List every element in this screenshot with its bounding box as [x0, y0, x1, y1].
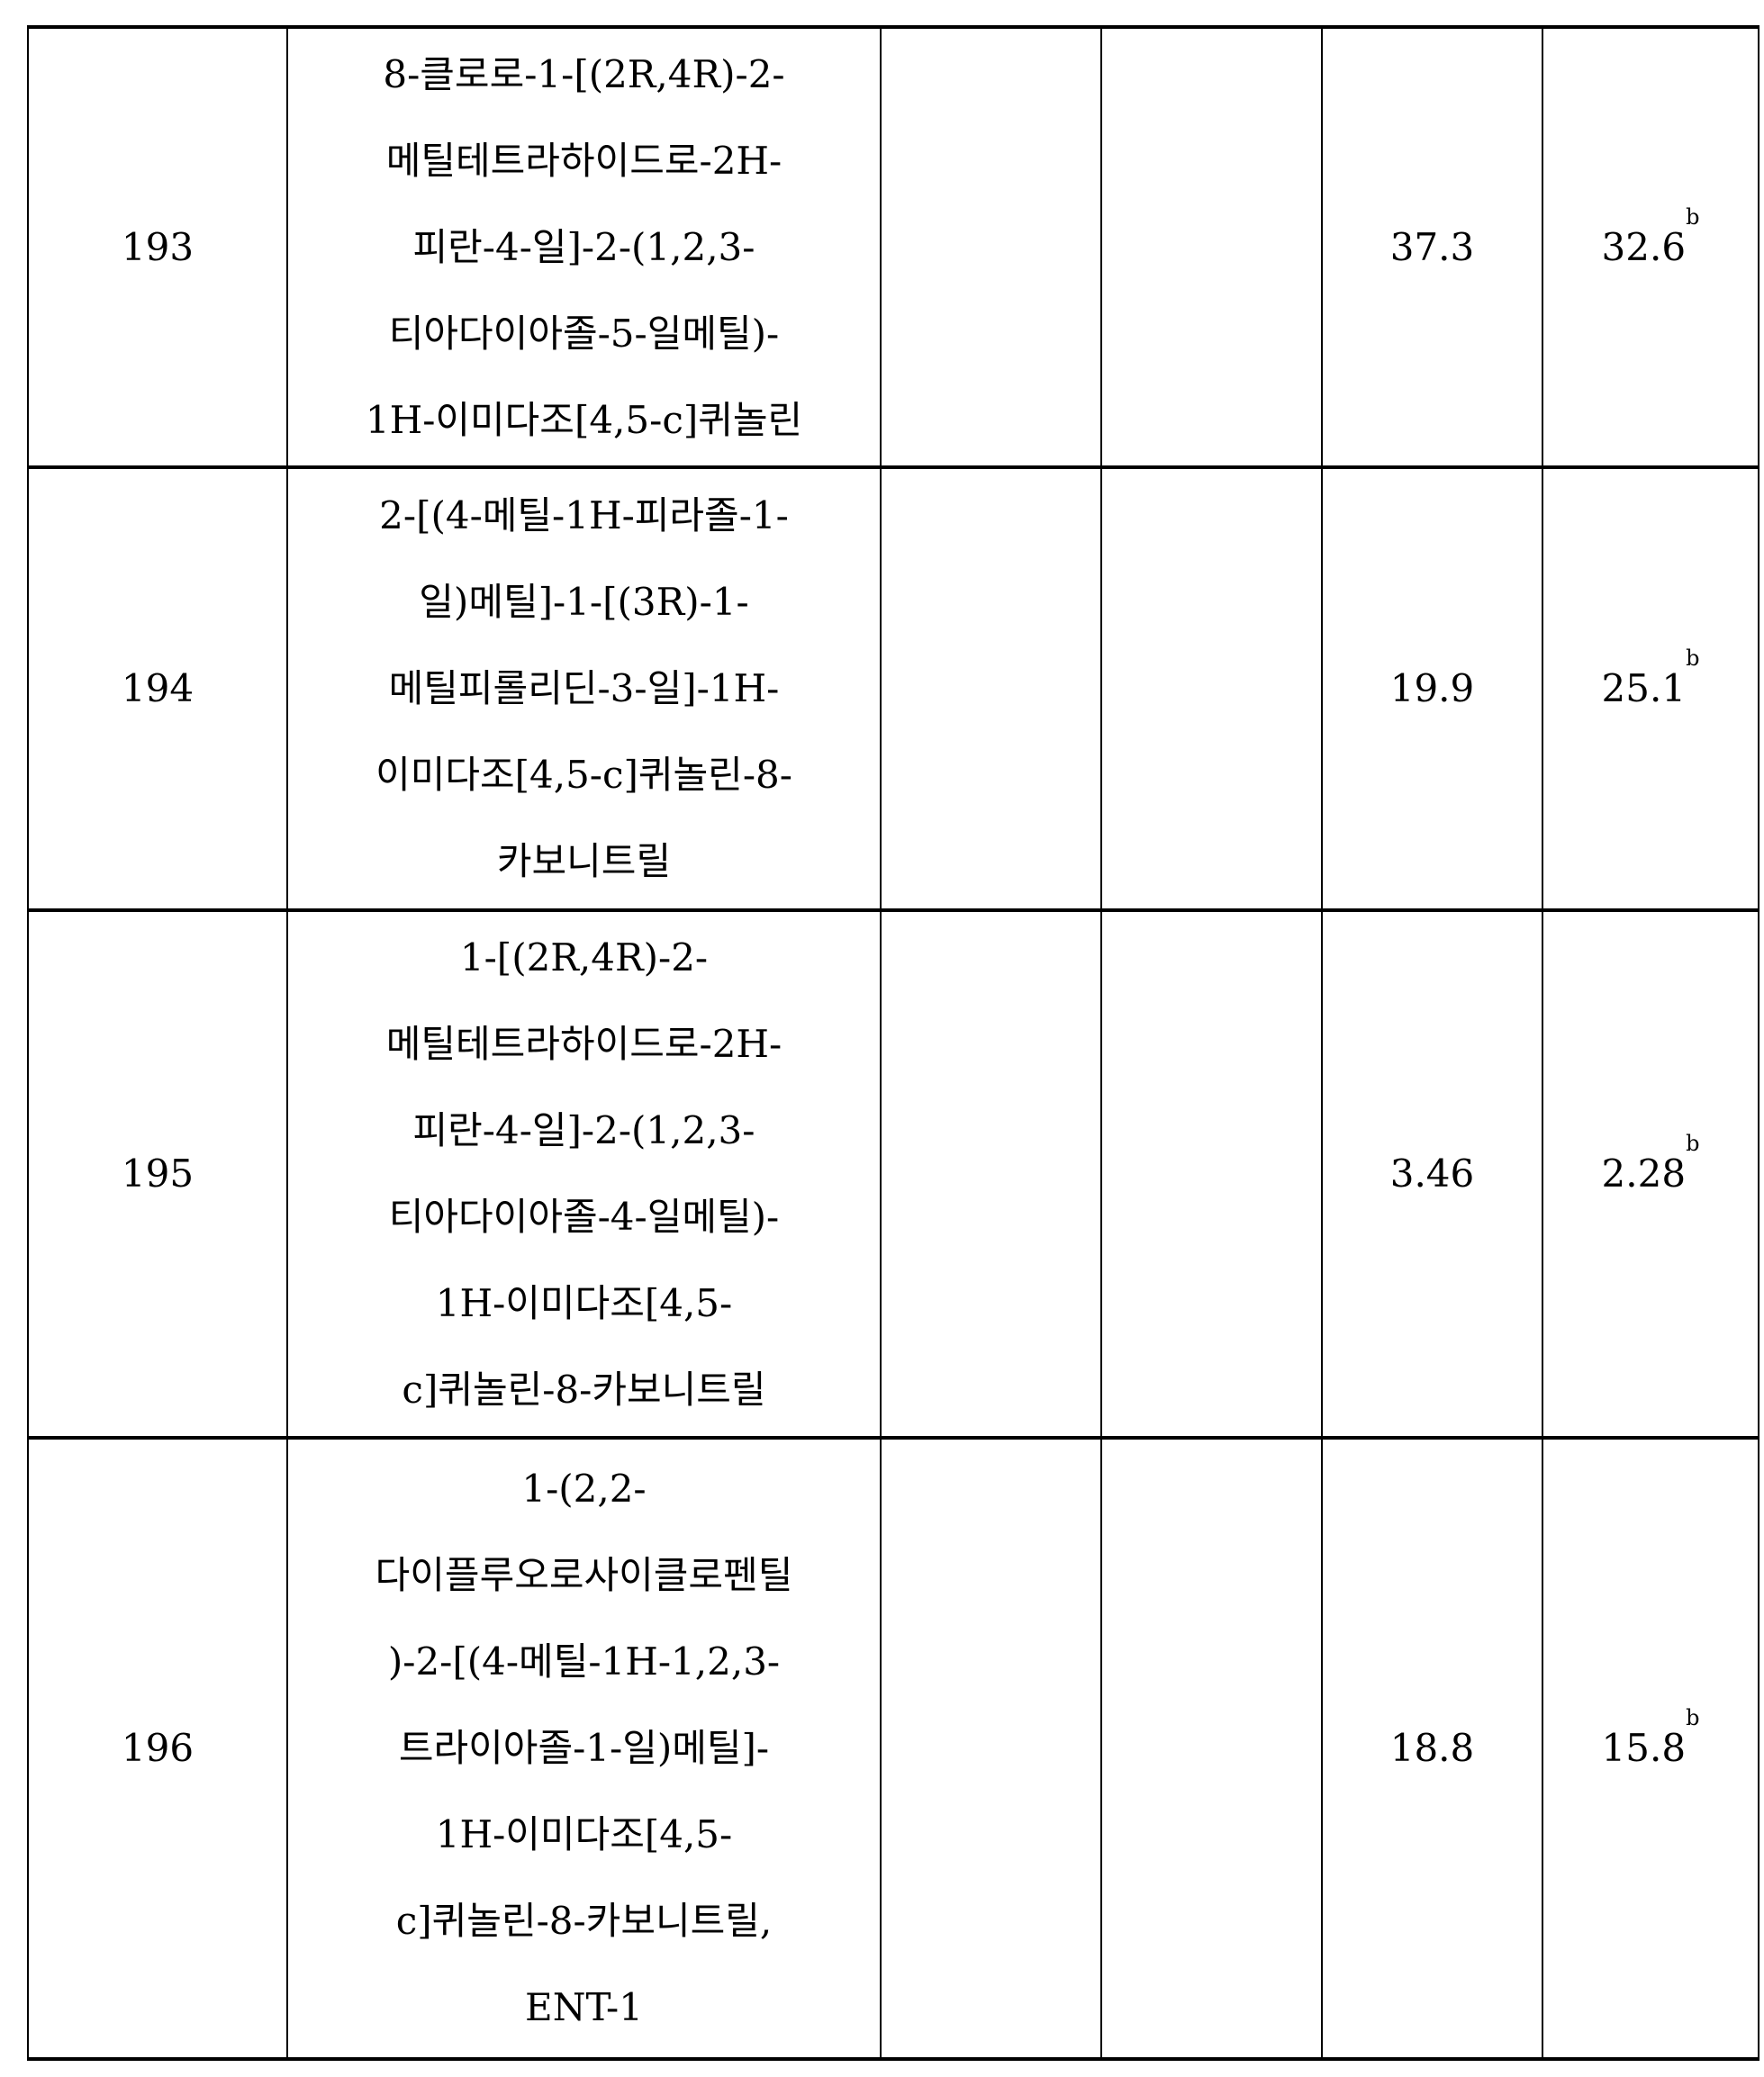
footnote-marker: b: [1686, 646, 1699, 671]
value-cell: 19.9: [1322, 467, 1542, 910]
compound-name-line: 카보니트릴: [306, 818, 862, 905]
compound-name-line: 피란-4-일]-2-(1,2,3-: [306, 1088, 862, 1174]
compound-name-line: 1H-이미다조[4,5-c]퀴놀린: [306, 377, 862, 464]
compound-name-cell: 1-(2,2-다이플루오로사이클로펜틸)-2-[(4-메틸-1H-1,2,3-트…: [287, 1438, 881, 2059]
compound-name-line: 1H-이미다조[4,5-: [306, 1260, 862, 1347]
compound-name-line: 1-(2,2-: [306, 1446, 862, 1532]
compound-data-table: 1938-클로로-1-[(2R,4R)-2-메틸테트라하이드로-2H-피란-4-…: [27, 25, 1759, 2061]
compound-name-line: 메틸테트라하이드로-2H-: [306, 1001, 862, 1088]
example-number-cell: 195: [28, 910, 287, 1438]
empty-cell: [881, 1438, 1101, 2059]
compound-name-line: 메틸피롤리딘-3-일]-1H-: [306, 646, 862, 732]
example-number-cell: 193: [28, 27, 287, 467]
value-cell: 3.46: [1322, 910, 1542, 1438]
table-row: 1961-(2,2-다이플루오로사이클로펜틸)-2-[(4-메틸-1H-1,2,…: [28, 1438, 1759, 2059]
compound-name-line: 8-클로로-1-[(2R,4R)-2-: [306, 32, 862, 118]
compound-name-line: 다이플루오로사이클로펜틸: [306, 1532, 862, 1619]
empty-cell: [1101, 910, 1322, 1438]
empty-cell: [881, 27, 1101, 467]
compound-name-line: 트라이아졸-1-일)메틸]-: [306, 1705, 862, 1792]
table-row: 1942-[(4-메틸-1H-피라졸-1-일)메틸]-1-[(3R)-1-메틸피…: [28, 467, 1759, 910]
compound-name-line: 2-[(4-메틸-1H-피라졸-1-: [306, 473, 862, 559]
compound-name-line: 1H-이미다조[4,5-: [306, 1792, 862, 1878]
value-text: 15.8: [1602, 1726, 1687, 1770]
value-cell: 18.8: [1322, 1438, 1542, 2059]
footnote-marker: b: [1686, 1705, 1699, 1730]
compound-name-cell: 2-[(4-메틸-1H-피라졸-1-일)메틸]-1-[(3R)-1-메틸피롤리딘…: [287, 467, 881, 910]
compound-name-line: 티아다이아졸-4-일메틸)-: [306, 1174, 862, 1260]
empty-cell: [1101, 1438, 1322, 2059]
compound-name-line: 1-[(2R,4R)-2-: [306, 915, 862, 1001]
footnote-marker: b: [1686, 204, 1699, 230]
value-text: 32.6: [1602, 225, 1687, 269]
compound-name-line: )-2-[(4-메틸-1H-1,2,3-: [306, 1619, 862, 1705]
footnote-marker: b: [1686, 1131, 1699, 1156]
compound-name-cell: 8-클로로-1-[(2R,4R)-2-메틸테트라하이드로-2H-피란-4-일]-…: [287, 27, 881, 467]
value-cell: 25.1b: [1542, 467, 1759, 910]
empty-cell: [1101, 467, 1322, 910]
example-number-cell: 196: [28, 1438, 287, 2059]
compound-name-cell: 1-[(2R,4R)-2-메틸테트라하이드로-2H-피란-4-일]-2-(1,2…: [287, 910, 881, 1438]
compound-name-line: ENT-1: [306, 1964, 862, 2051]
value-text: 25.1: [1602, 666, 1687, 710]
compound-name-line: 티아다이아졸-5-일메틸)-: [306, 291, 862, 377]
compound-name-line: 메틸테트라하이드로-2H-: [306, 118, 862, 204]
compound-name-line: c]퀴놀린-8-카보니트릴,: [306, 1878, 862, 1964]
compound-name-line: 이미다조[4,5-c]퀴놀린-8-: [306, 732, 862, 818]
value-cell: 2.28b: [1542, 910, 1759, 1438]
empty-cell: [881, 467, 1101, 910]
empty-cell: [881, 910, 1101, 1438]
table-row: 1938-클로로-1-[(2R,4R)-2-메틸테트라하이드로-2H-피란-4-…: [28, 27, 1759, 467]
compound-name-line: 피란-4-일]-2-(1,2,3-: [306, 204, 862, 291]
value-text: 2.28: [1602, 1151, 1687, 1196]
table-row: 1951-[(2R,4R)-2-메틸테트라하이드로-2H-피란-4-일]-2-(…: [28, 910, 1759, 1438]
value-cell: 37.3: [1322, 27, 1542, 467]
value-cell: 15.8b: [1542, 1438, 1759, 2059]
compound-name-line: c]퀴놀린-8-카보니트릴: [306, 1347, 862, 1433]
empty-cell: [1101, 27, 1322, 467]
example-number-cell: 194: [28, 467, 287, 910]
compound-name-line: 일)메틸]-1-[(3R)-1-: [306, 559, 862, 646]
value-cell: 32.6b: [1542, 27, 1759, 467]
